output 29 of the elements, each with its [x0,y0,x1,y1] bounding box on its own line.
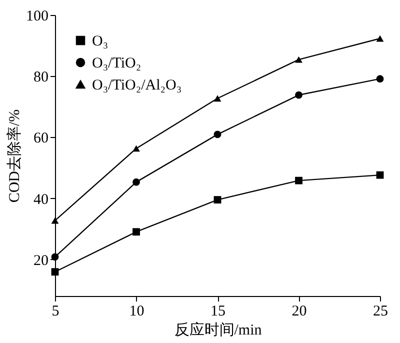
y-tick-label: 20 [34,252,48,269]
point [376,35,384,42]
y-axis-title: COD去除率/% [6,109,23,203]
y-tick-label: 80 [34,70,48,86]
x-tick-label: 20 [292,304,307,320]
x-tick-label: 15 [210,304,226,320]
x-tick-label: 5 [52,304,60,320]
point [214,95,222,102]
legend-label: O₃ [92,34,108,50]
x-tick-label: 10 [129,304,144,320]
legend-label: O₃/TiO₂/Al₂O₃ [92,78,182,94]
point [132,145,140,152]
legend-label: O₃/TiO₂ [92,56,142,72]
y-tick-label: 100 [26,8,48,24]
point [132,178,140,186]
point [51,217,59,224]
point [214,130,222,138]
x-tick-label: 25 [373,304,388,320]
point [295,91,302,99]
point [132,228,140,236]
y-tick-label: 60 [34,130,48,147]
x-axis-title: 反应时间/min [174,322,262,338]
y-tick-label: 40 [34,192,48,208]
point [376,75,384,83]
point [376,171,384,179]
point [295,56,302,63]
point [51,268,59,276]
point [295,176,302,184]
point [214,196,222,204]
